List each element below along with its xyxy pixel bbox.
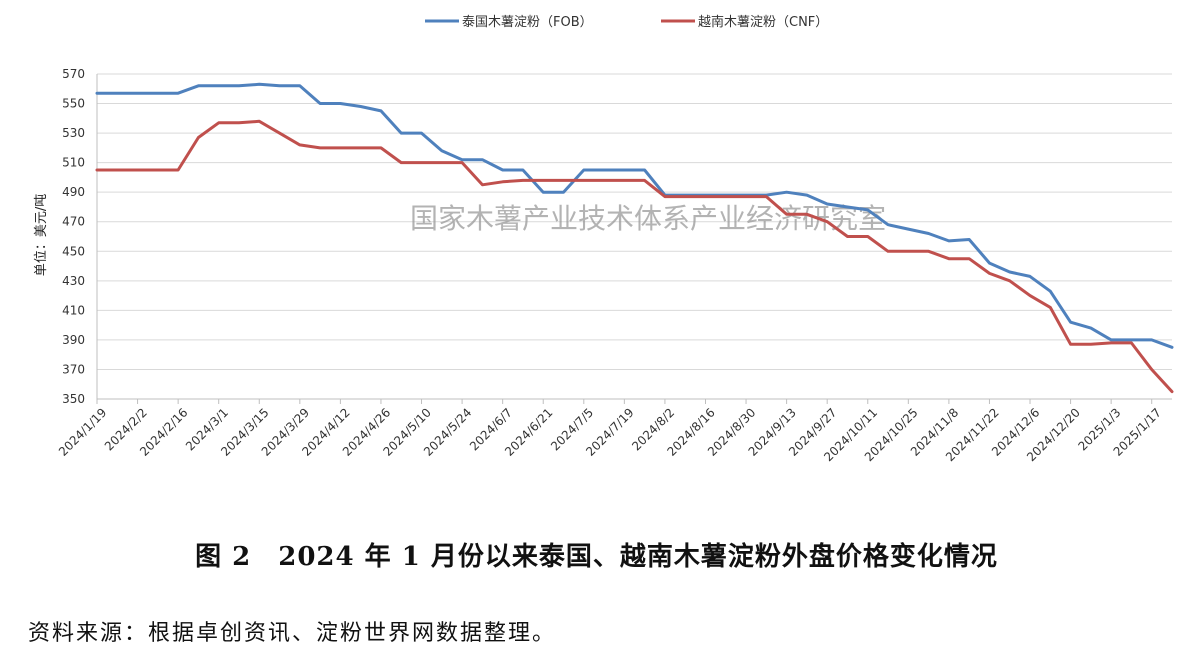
- y-tick-label: 430: [62, 274, 85, 288]
- y-tick-label: 550: [62, 97, 85, 111]
- y-tick-label: 370: [62, 362, 85, 376]
- y-tick-labels: 350 370 390 410 430 450 470 490 510 530 550 570: [62, 67, 85, 406]
- y-tick-label: 490: [62, 185, 85, 199]
- series-lines: [95, 82, 1174, 394]
- source-note: 资料来源：根据卓创资讯、淀粉世界网数据整理。: [28, 621, 557, 646]
- series-line-2: [95, 119, 1174, 394]
- x-tick-label: 2024/1/19: [56, 405, 109, 458]
- price-line-chart: 350 370 390 410 430 450 470 490 510 530 550 570 202…: [34, 14, 1174, 464]
- y-tick-label: 470: [62, 215, 85, 229]
- legend-label-1: 泰国木薯淀粉（FOB）: [462, 15, 593, 30]
- figure-caption: 图 2 2024 年 1 月份以来泰国、越南木薯淀粉外盘价格变化情况: [195, 542, 998, 572]
- y-tick-label: 350: [62, 392, 85, 406]
- y-tick-label: 390: [62, 333, 85, 347]
- gridlines: [97, 73, 1172, 370]
- y-tick-label: 570: [62, 67, 85, 81]
- y-tick-label: 450: [62, 244, 85, 258]
- watermark-text: 国家木薯产业技术体系产业经济研究室: [410, 202, 886, 235]
- y-axis-label: 单位：美元/吨: [34, 194, 49, 276]
- y-tick-label: 410: [62, 303, 85, 317]
- series-line-1: [95, 82, 1174, 349]
- y-tick-label: 510: [62, 156, 85, 170]
- axes: [96, 74, 1172, 400]
- legend-label-2: 越南木薯淀粉（CNF）: [698, 14, 828, 30]
- y-tick-label: 530: [62, 126, 85, 140]
- legend: 泰国木薯淀粉（FOB） 越南木薯淀粉（CNF）: [425, 14, 828, 30]
- x-tick-labels: 2024/1/192024/2/22024/2/162024/3/12024/3…: [56, 399, 1164, 464]
